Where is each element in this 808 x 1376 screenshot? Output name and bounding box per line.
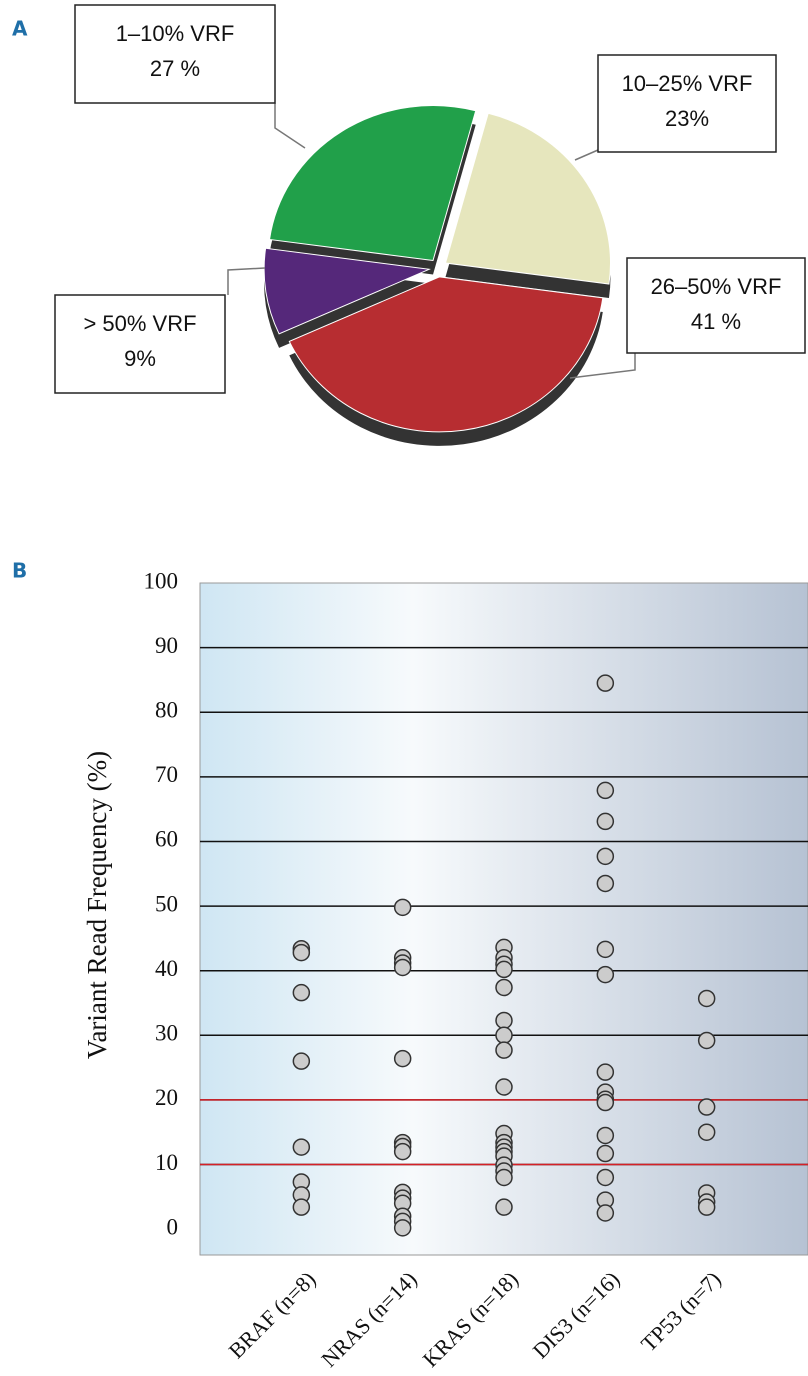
- data-point: [697, 1123, 716, 1141]
- pie-slice: [263, 247, 431, 335]
- y-tick-label: 80: [155, 698, 178, 723]
- data-point: [495, 1078, 513, 1096]
- label-box: [54, 294, 226, 394]
- data-point: [596, 1168, 615, 1187]
- data-point: [697, 989, 716, 1008]
- slice-label: > 50% VRF: [83, 311, 196, 336]
- leader-line: [227, 267, 266, 295]
- y-tick-label: 100: [144, 568, 179, 593]
- x-tick-label: DIS3 (n=16): [528, 1266, 625, 1363]
- panel-label: A: [12, 17, 28, 41]
- label-box: [74, 4, 276, 104]
- data-point: [596, 1093, 615, 1112]
- leader-line: [574, 149, 599, 161]
- data-point: [292, 983, 311, 1002]
- data-point: [697, 1031, 716, 1050]
- x-tick-label: TP53 (n=7): [636, 1266, 726, 1356]
- data-point: [596, 847, 615, 866]
- data-point: [697, 1198, 716, 1216]
- data-point: [393, 1049, 412, 1068]
- slice-value-label: 41 %: [691, 309, 741, 334]
- pie-slice: [444, 112, 611, 285]
- x-tick-label: KRAS (n=18): [418, 1266, 524, 1371]
- label-box: [626, 257, 806, 354]
- leader-line: [569, 353, 636, 379]
- data-point: [495, 978, 513, 997]
- data-point: [596, 1204, 615, 1222]
- slice-value-label: 23%: [665, 106, 709, 131]
- data-point: [596, 781, 615, 800]
- data-point: [495, 1041, 513, 1059]
- strip-panel: B Variant Read Frequency (%) 0 10 20 30 40 50…: [12, 559, 808, 1372]
- data-point: [697, 1098, 716, 1116]
- data-point: [393, 958, 412, 977]
- y-axis-title: Variant Read Frequency (%): [82, 751, 112, 1059]
- slice-label: 10–25% VRF: [622, 71, 753, 96]
- data-point: [292, 1198, 311, 1216]
- leader-line: [274, 103, 306, 149]
- data-point: [596, 812, 615, 831]
- data-point: [596, 1144, 615, 1163]
- data-point: [393, 1142, 412, 1161]
- y-tick-label: 70: [155, 762, 178, 787]
- data-point: [495, 960, 513, 979]
- y-tick-label: 40: [155, 956, 178, 981]
- data-point: [596, 1063, 615, 1081]
- data-point: [393, 898, 412, 917]
- data-point: [292, 1138, 311, 1156]
- pie-slice: [288, 276, 604, 433]
- x-tick-label: NRAS (n=14): [316, 1266, 422, 1371]
- data-point: [495, 1026, 513, 1045]
- data-point: [596, 874, 615, 893]
- slice-label: 26–50% VRF: [651, 274, 782, 299]
- data-point: [596, 940, 615, 959]
- y-tick-label: 30: [155, 1021, 178, 1046]
- data-point: [292, 1052, 311, 1070]
- y-tick-label: 10: [155, 1150, 178, 1175]
- label-box: [597, 54, 777, 153]
- data-point: [596, 1126, 615, 1145]
- data-point: [393, 1219, 412, 1237]
- data-point: [495, 1168, 513, 1187]
- data-point: [292, 943, 311, 962]
- pie-slice: [268, 105, 477, 262]
- slice-value-label: 9%: [124, 346, 156, 371]
- y-tick-label: 60: [155, 827, 178, 852]
- y-tick-label: 20: [155, 1085, 178, 1110]
- y-tick-label: 0: [167, 1214, 179, 1239]
- data-point: [495, 1011, 513, 1030]
- x-tick-label: BRAF (n=8): [224, 1266, 321, 1363]
- data-point: [596, 965, 615, 984]
- data-point: [495, 1198, 513, 1216]
- slice-label: 1–10% VRF: [116, 21, 235, 46]
- pie-panel: A 10–25% VRF 23% 26–50% VRF 41 % > 50% VRF 9%…: [12, 4, 806, 446]
- y-tick-label: 90: [155, 633, 178, 658]
- data-point: [596, 674, 615, 692]
- y-tick-label: 50: [155, 891, 178, 916]
- slice-value-label: 27 %: [150, 56, 200, 81]
- panel-label: B: [12, 559, 27, 583]
